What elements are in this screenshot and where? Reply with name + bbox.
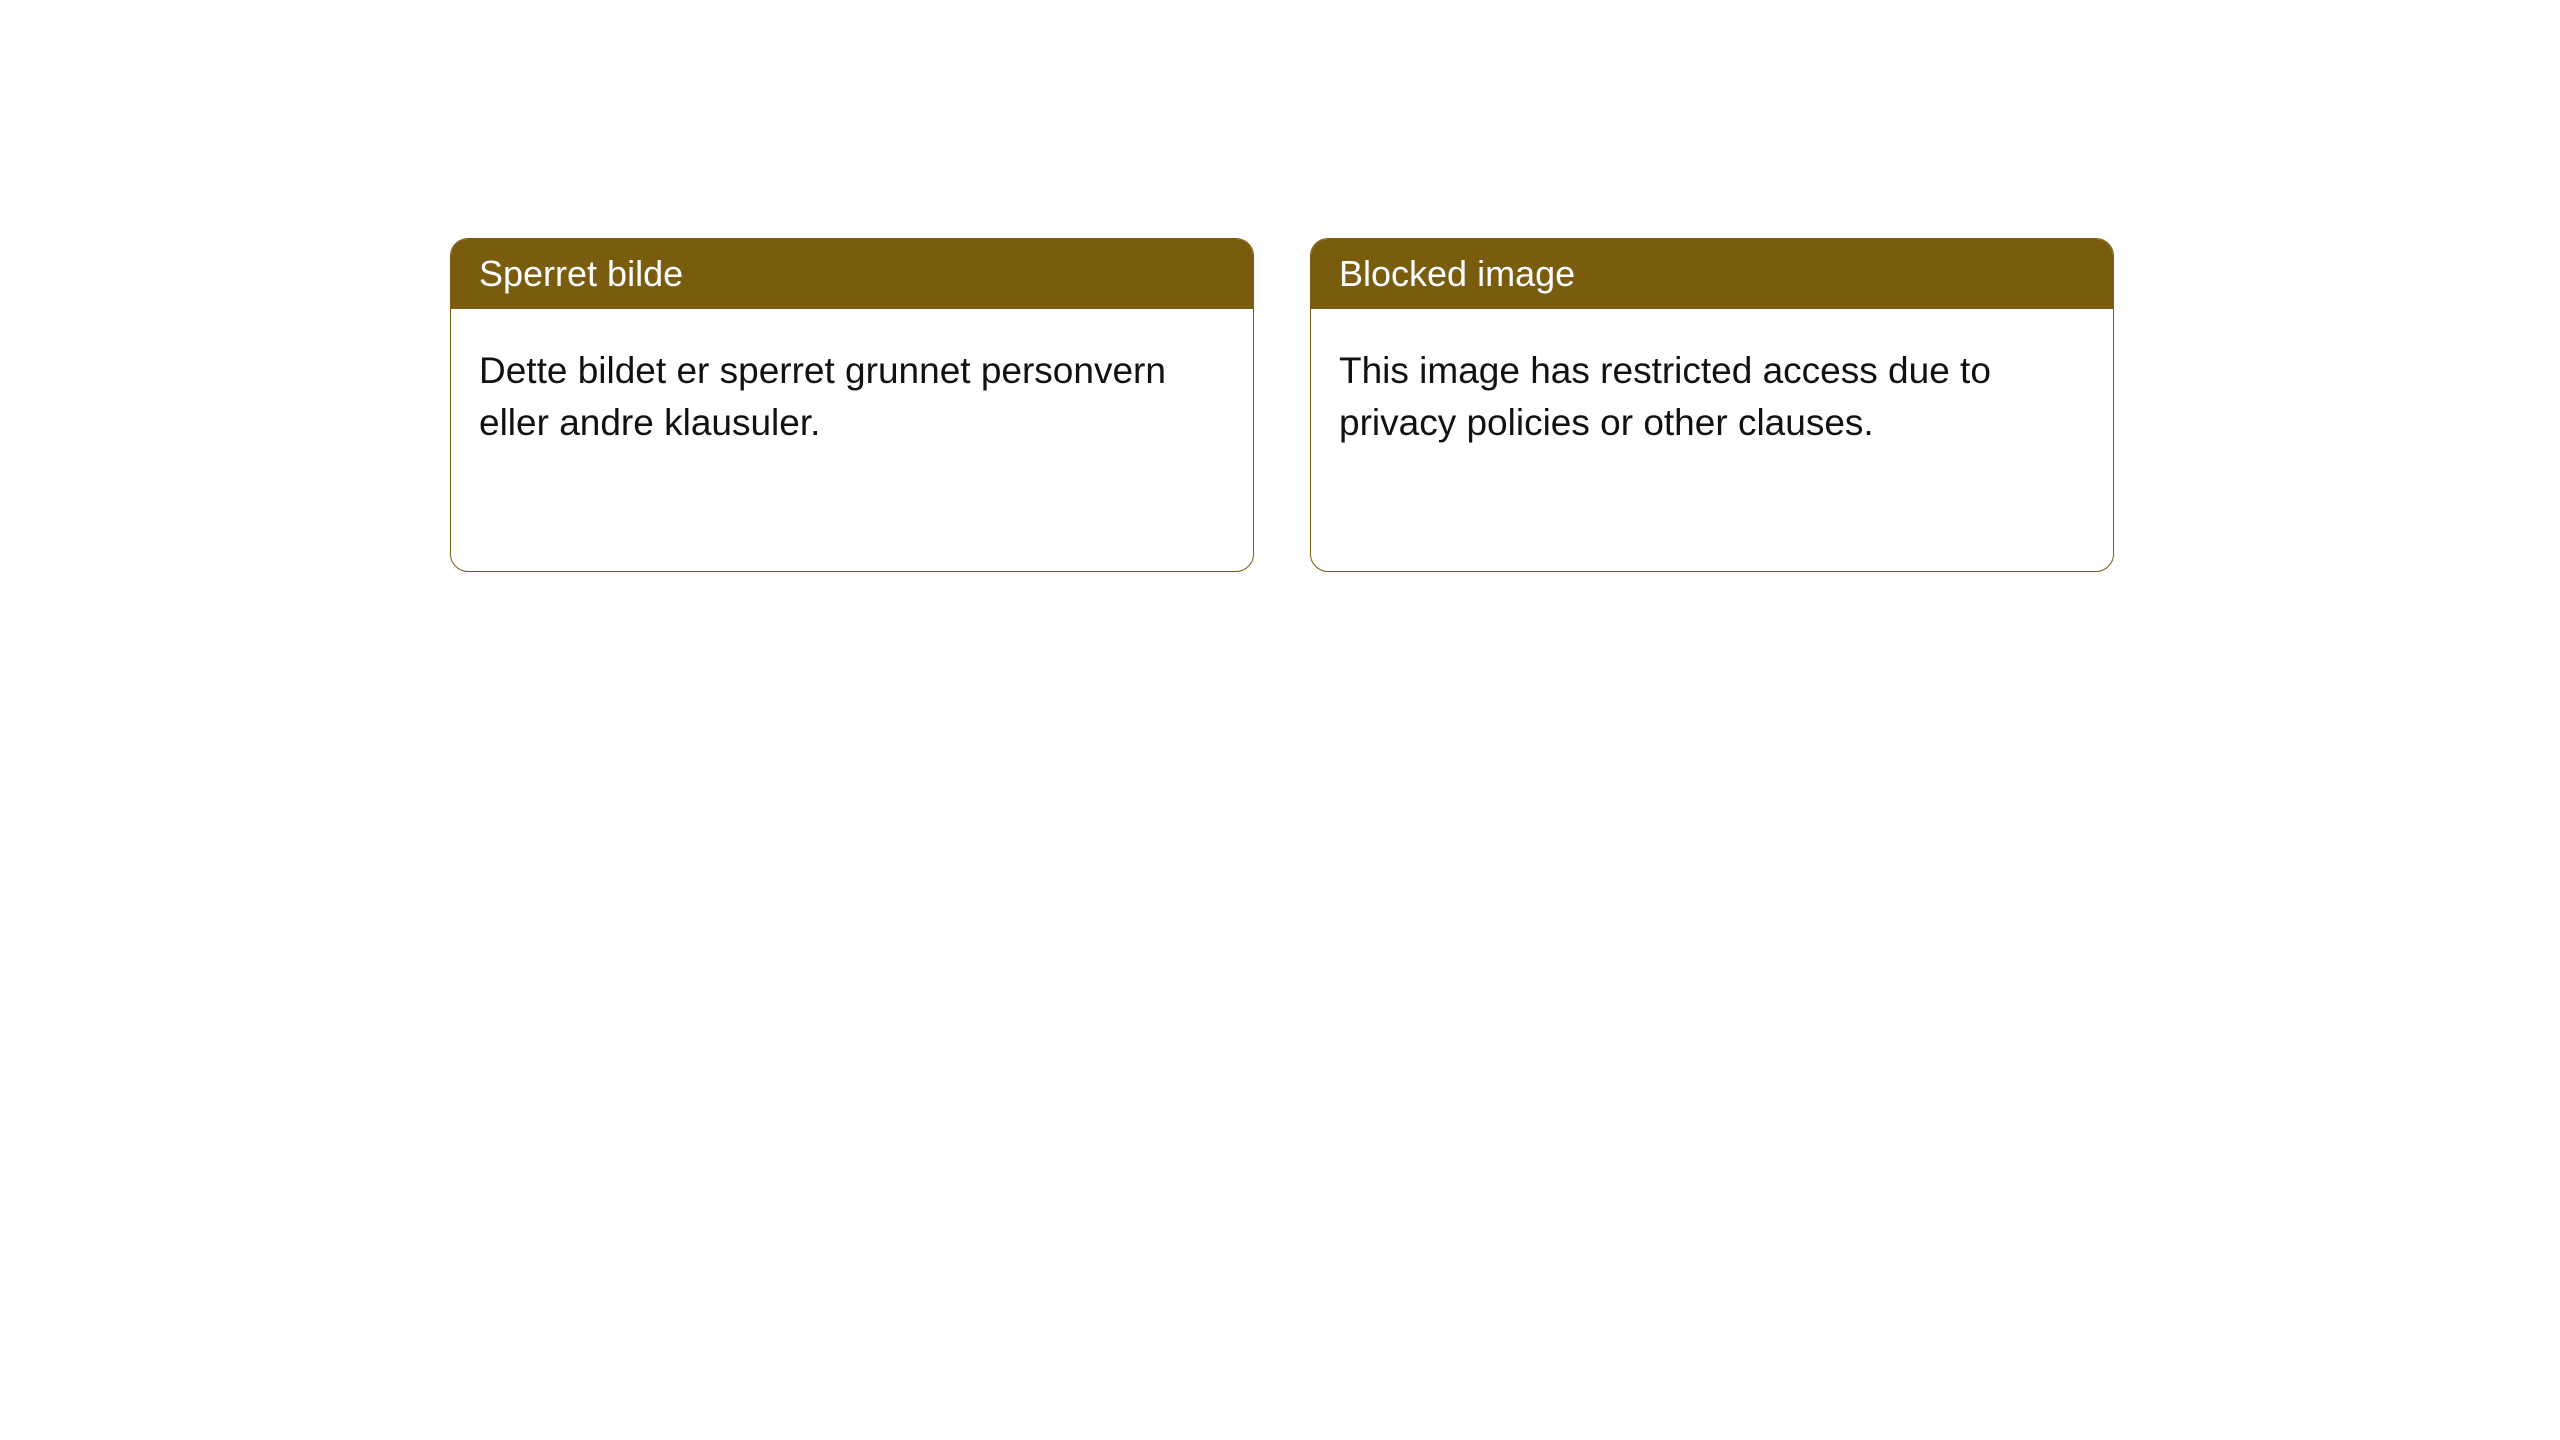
blocked-image-card-en: Blocked image This image has restricted … [1310, 238, 2114, 572]
card-message: Dette bildet er sperret grunnet personve… [479, 350, 1166, 443]
card-body: Dette bildet er sperret grunnet personve… [451, 309, 1253, 485]
card-title: Blocked image [1339, 253, 1575, 294]
card-message: This image has restricted access due to … [1339, 350, 1991, 443]
card-title: Sperret bilde [479, 253, 683, 294]
card-header: Blocked image [1311, 239, 2113, 309]
card-body: This image has restricted access due to … [1311, 309, 2113, 485]
blocked-image-card-no: Sperret bilde Dette bildet er sperret gr… [450, 238, 1254, 572]
cards-container: Sperret bilde Dette bildet er sperret gr… [0, 0, 2560, 572]
card-header: Sperret bilde [451, 239, 1253, 309]
